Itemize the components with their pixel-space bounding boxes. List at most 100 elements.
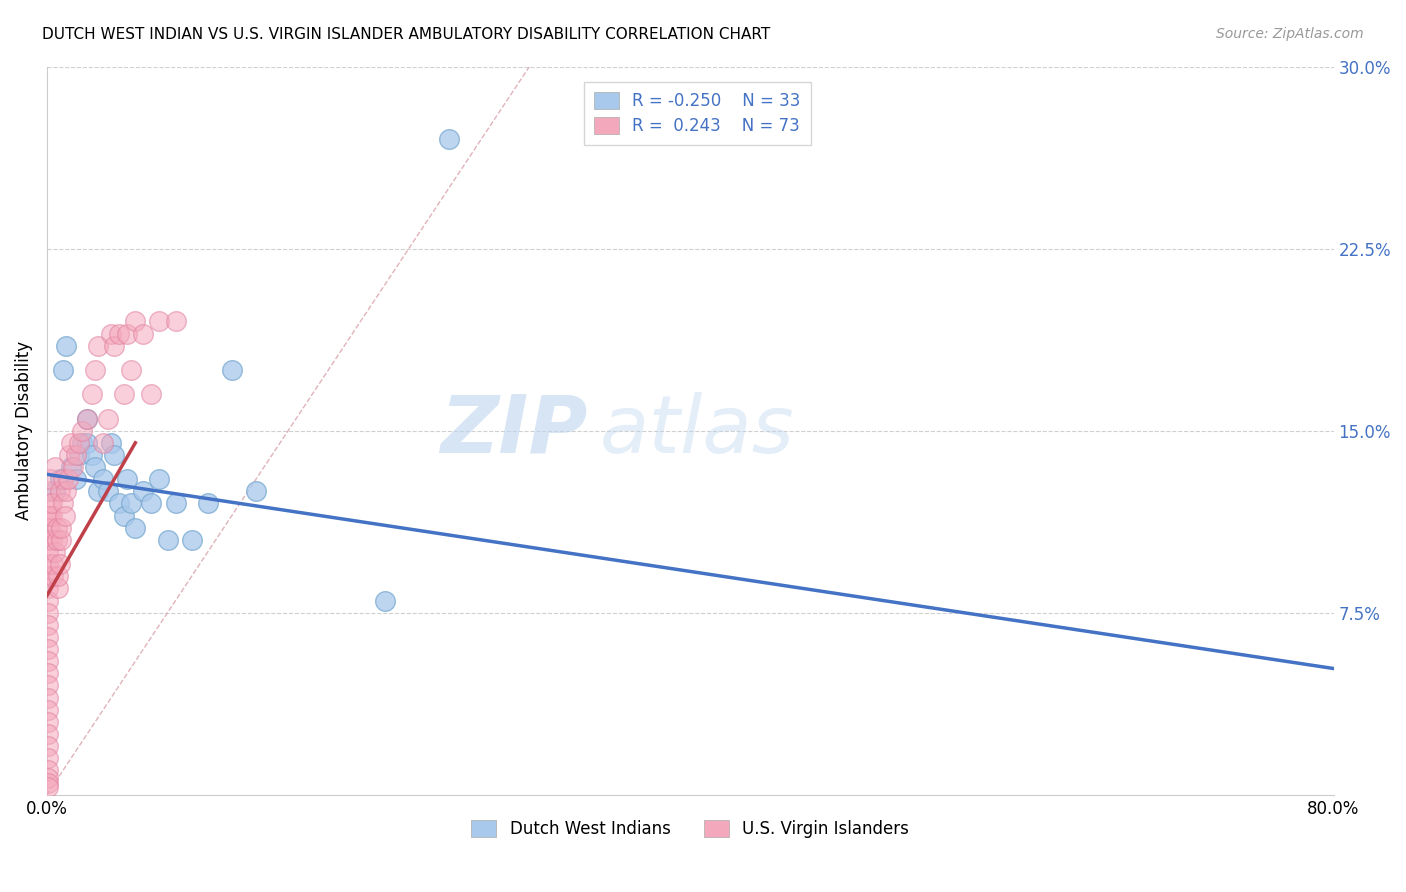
Point [132,484,155,499]
Point [37,727,59,741]
Point [37,508,59,523]
Point [44,484,66,499]
Point [55,339,77,353]
Point [37,630,59,644]
Point [42,569,65,583]
Point [100,326,122,341]
Point [120,363,142,377]
Point [91,435,114,450]
Point [37,521,59,535]
Point [87,484,110,499]
Text: atlas: atlas [600,392,794,470]
Point [37,545,59,559]
Point [76,411,98,425]
Point [108,496,131,510]
Point [37,557,59,571]
Point [39,484,62,499]
Point [42,557,65,571]
Point [100,435,122,450]
Point [39,496,62,510]
Point [41,508,63,523]
Point [148,472,170,486]
Point [37,780,59,795]
Point [37,771,59,785]
Point [65,472,87,486]
Point [37,764,59,778]
Point [148,314,170,328]
Point [37,617,59,632]
Point [49,472,72,486]
Point [245,484,267,499]
Point [165,496,187,510]
Point [72,424,94,438]
Point [55,484,77,499]
Legend: Dutch West Indians, U.S. Virgin Islanders: Dutch West Indians, U.S. Virgin Islander… [464,814,915,845]
Point [37,714,59,729]
Point [141,387,163,401]
Point [165,314,187,328]
Y-axis label: Ambulatory Disability: Ambulatory Disability [15,341,32,520]
Point [62,460,84,475]
Point [37,690,59,705]
Point [124,314,146,328]
Point [37,775,59,789]
Point [67,448,90,462]
Point [72,435,94,450]
Point [103,339,125,353]
Point [91,472,114,486]
Point [53,508,76,523]
Point [124,521,146,535]
Point [41,496,63,510]
Point [49,484,72,499]
Point [60,435,83,450]
Point [37,593,59,607]
Point [67,435,90,450]
Point [84,460,107,475]
Text: ZIP: ZIP [440,392,588,470]
Point [37,606,59,620]
Point [117,326,139,341]
Point [76,411,98,425]
Text: Source: ZipAtlas.com: Source: ZipAtlas.com [1216,27,1364,41]
Point [45,533,67,547]
Point [197,496,219,510]
Point [84,363,107,377]
Point [45,521,67,535]
Point [221,363,243,377]
Point [58,448,80,462]
Point [37,582,59,596]
Point [51,521,73,535]
Point [76,435,98,450]
Point [51,533,73,547]
Point [141,496,163,510]
Point [87,339,110,353]
Point [97,484,120,499]
Point [112,387,135,401]
Point [37,678,59,692]
Point [37,666,59,681]
Point [41,533,63,547]
Point [46,582,69,596]
Point [39,472,62,486]
Point [437,132,460,146]
Point [120,496,142,510]
Point [117,472,139,486]
Point [103,448,125,462]
Point [374,593,396,607]
Point [80,387,103,401]
Point [37,654,59,668]
Point [52,472,75,486]
Point [37,751,59,765]
Point [37,703,59,717]
Point [56,472,79,486]
Point [37,533,59,547]
Point [80,448,103,462]
Point [39,508,62,523]
Point [44,545,66,559]
Point [37,642,59,657]
Point [65,448,87,462]
Point [156,533,179,547]
Point [46,569,69,583]
Point [39,521,62,535]
Point [44,460,66,475]
